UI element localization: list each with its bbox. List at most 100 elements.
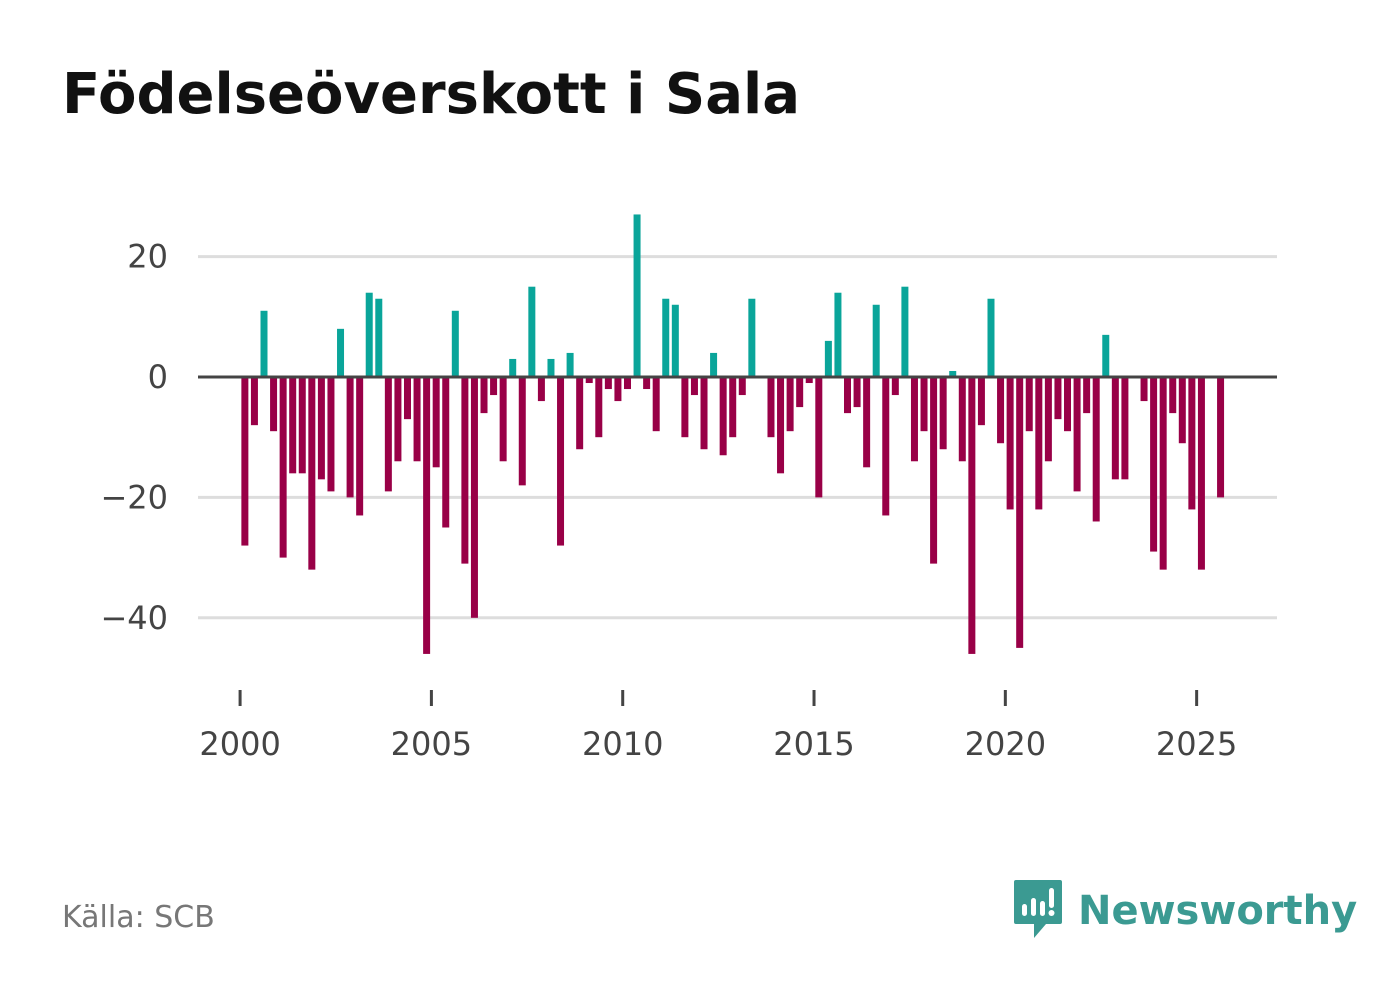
x-tick-label: 2000 <box>199 725 280 763</box>
bar <box>891 377 899 396</box>
bar <box>671 304 679 377</box>
brand-name: Newsworthy <box>1078 888 1358 934</box>
bar <box>1140 377 1148 402</box>
brand-logo[interactable]: Newsworthy <box>1012 878 1357 944</box>
bar <box>614 377 622 402</box>
bar <box>547 358 555 377</box>
bar <box>317 377 325 480</box>
bar <box>1197 377 1205 570</box>
bar <box>1016 377 1024 648</box>
bar <box>566 352 574 377</box>
y-tick-label: −20 <box>100 478 168 516</box>
bar <box>480 377 488 414</box>
bar <box>499 377 507 462</box>
bar <box>901 286 909 377</box>
bar <box>337 328 345 377</box>
bar <box>1083 377 1091 414</box>
bar <box>796 377 804 408</box>
bar <box>987 298 995 377</box>
bar <box>623 377 631 390</box>
x-tick-label: 2005 <box>391 725 472 763</box>
bar <box>528 286 536 377</box>
bar <box>490 377 498 396</box>
bar <box>509 358 517 377</box>
x-axis-ticks: 2000 2005 2010 2015 2020 2025 <box>199 690 1237 763</box>
bar <box>853 377 861 408</box>
bar <box>1044 377 1052 462</box>
bar <box>1121 377 1129 480</box>
bar <box>461 377 469 564</box>
bar <box>279 377 287 558</box>
bar <box>1092 377 1100 522</box>
bar <box>815 377 823 498</box>
bar <box>977 377 985 426</box>
bar <box>958 377 966 462</box>
bar <box>346 377 354 498</box>
bar <box>863 377 871 468</box>
bar <box>394 377 402 462</box>
bar <box>681 377 689 438</box>
bar <box>289 377 297 474</box>
bar <box>384 377 392 492</box>
bar <box>939 377 947 450</box>
bars <box>241 214 1225 654</box>
bar <box>1159 377 1167 570</box>
bar <box>949 370 957 377</box>
x-tick-label: 2020 <box>965 725 1046 763</box>
source-label: Källa: SCB <box>62 900 215 935</box>
bar <box>365 292 373 377</box>
bar <box>633 214 641 377</box>
bar <box>1111 377 1119 480</box>
bar <box>356 377 364 516</box>
bar <box>729 377 737 438</box>
bar <box>719 377 727 456</box>
bar <box>767 377 775 438</box>
bar <box>805 377 813 384</box>
bar <box>375 298 383 377</box>
bar <box>1006 377 1014 510</box>
bar <box>930 377 938 564</box>
bar <box>604 377 612 390</box>
bar <box>1188 377 1196 510</box>
bar <box>834 292 842 377</box>
bar <box>451 310 459 377</box>
bar <box>920 377 928 432</box>
bar <box>786 377 794 432</box>
bar <box>710 352 718 377</box>
bar <box>537 377 545 402</box>
bar <box>777 377 785 474</box>
bar <box>576 377 584 450</box>
bar <box>403 377 411 420</box>
y-tick-label: 0 <box>148 358 168 396</box>
bar <box>432 377 440 468</box>
bar <box>241 377 249 546</box>
bar <box>260 310 268 377</box>
bar <box>652 377 660 432</box>
bar <box>518 377 526 486</box>
bar <box>1169 377 1177 414</box>
chart-title: Födelseöverskott i Sala <box>62 62 800 127</box>
y-axis-ticks: 20 0 −20 −40 <box>100 238 168 637</box>
bar <box>1064 377 1072 432</box>
bar <box>413 377 421 462</box>
y-tick-label: 20 <box>127 238 168 276</box>
bar <box>824 340 832 377</box>
y-tick-label: −40 <box>100 599 168 637</box>
bar <box>442 377 450 528</box>
bar <box>250 377 258 426</box>
bar <box>910 377 918 462</box>
bar <box>298 377 306 474</box>
x-tick-label: 2025 <box>1156 725 1237 763</box>
bar <box>690 377 698 396</box>
bar <box>470 377 478 618</box>
newsworthy-logo-icon <box>1012 878 1064 944</box>
bar <box>423 377 431 654</box>
bar <box>1054 377 1062 420</box>
bar <box>1178 377 1186 444</box>
bar <box>1150 377 1158 552</box>
bar <box>738 377 746 396</box>
bar <box>844 377 852 414</box>
bar <box>1035 377 1043 510</box>
bar <box>968 377 976 654</box>
